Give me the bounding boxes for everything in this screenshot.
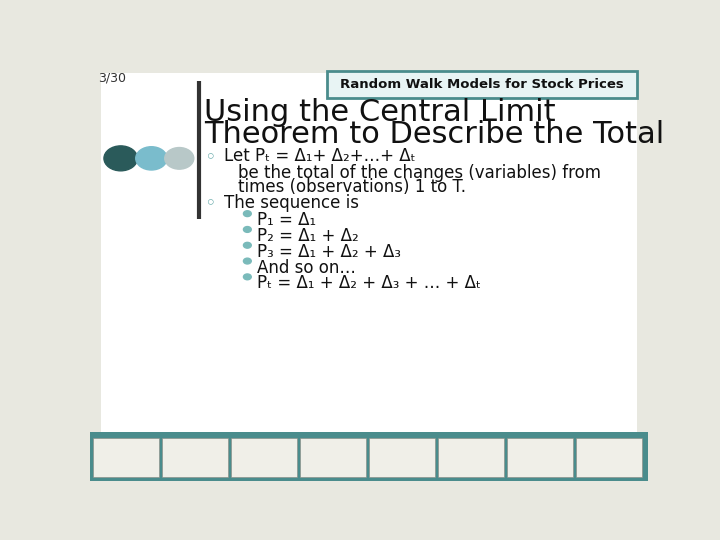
Text: The sequence is: The sequence is xyxy=(224,194,359,212)
FancyBboxPatch shape xyxy=(327,71,637,98)
FancyBboxPatch shape xyxy=(101,73,637,433)
Text: P₁ = Δ₁: P₁ = Δ₁ xyxy=(258,211,317,229)
Text: Random Walk Models for Stock Prices: Random Walk Models for Stock Prices xyxy=(341,78,624,91)
FancyBboxPatch shape xyxy=(90,431,648,481)
Circle shape xyxy=(165,147,194,169)
Circle shape xyxy=(243,227,251,232)
Circle shape xyxy=(243,274,251,280)
Text: Let Pₜ = Δ₁+ Δ₂+…+ Δₜ: Let Pₜ = Δ₁+ Δ₂+…+ Δₜ xyxy=(224,147,415,165)
Circle shape xyxy=(243,242,251,248)
Text: Theorem to Describe the Total: Theorem to Describe the Total xyxy=(204,120,665,148)
FancyBboxPatch shape xyxy=(507,438,573,477)
Text: Pₜ = Δ₁ + Δ₂ + Δ₃ + … + Δₜ: Pₜ = Δ₁ + Δ₂ + Δ₃ + … + Δₜ xyxy=(258,274,482,292)
FancyBboxPatch shape xyxy=(438,438,504,477)
Text: ◦: ◦ xyxy=(204,194,216,213)
Circle shape xyxy=(243,211,251,217)
Text: be the total of the changes (variables) from: be the total of the changes (variables) … xyxy=(238,164,601,182)
FancyBboxPatch shape xyxy=(300,438,366,477)
FancyBboxPatch shape xyxy=(369,438,436,477)
FancyBboxPatch shape xyxy=(231,438,297,477)
Text: Using the Central Limit: Using the Central Limit xyxy=(204,98,556,127)
FancyBboxPatch shape xyxy=(93,438,159,477)
Circle shape xyxy=(104,146,138,171)
Text: P₃ = Δ₁ + Δ₂ + Δ₃: P₃ = Δ₁ + Δ₂ + Δ₃ xyxy=(258,243,402,261)
Text: And so on…: And so on… xyxy=(258,259,356,276)
Text: times (observations) 1 to T.: times (observations) 1 to T. xyxy=(238,178,466,196)
FancyBboxPatch shape xyxy=(576,438,642,477)
Text: ◦: ◦ xyxy=(204,148,216,167)
Text: 3/30: 3/30 xyxy=(99,71,127,84)
Text: P₂ = Δ₁ + Δ₂: P₂ = Δ₁ + Δ₂ xyxy=(258,227,359,245)
Circle shape xyxy=(243,258,251,264)
FancyBboxPatch shape xyxy=(162,438,228,477)
Circle shape xyxy=(136,147,167,170)
